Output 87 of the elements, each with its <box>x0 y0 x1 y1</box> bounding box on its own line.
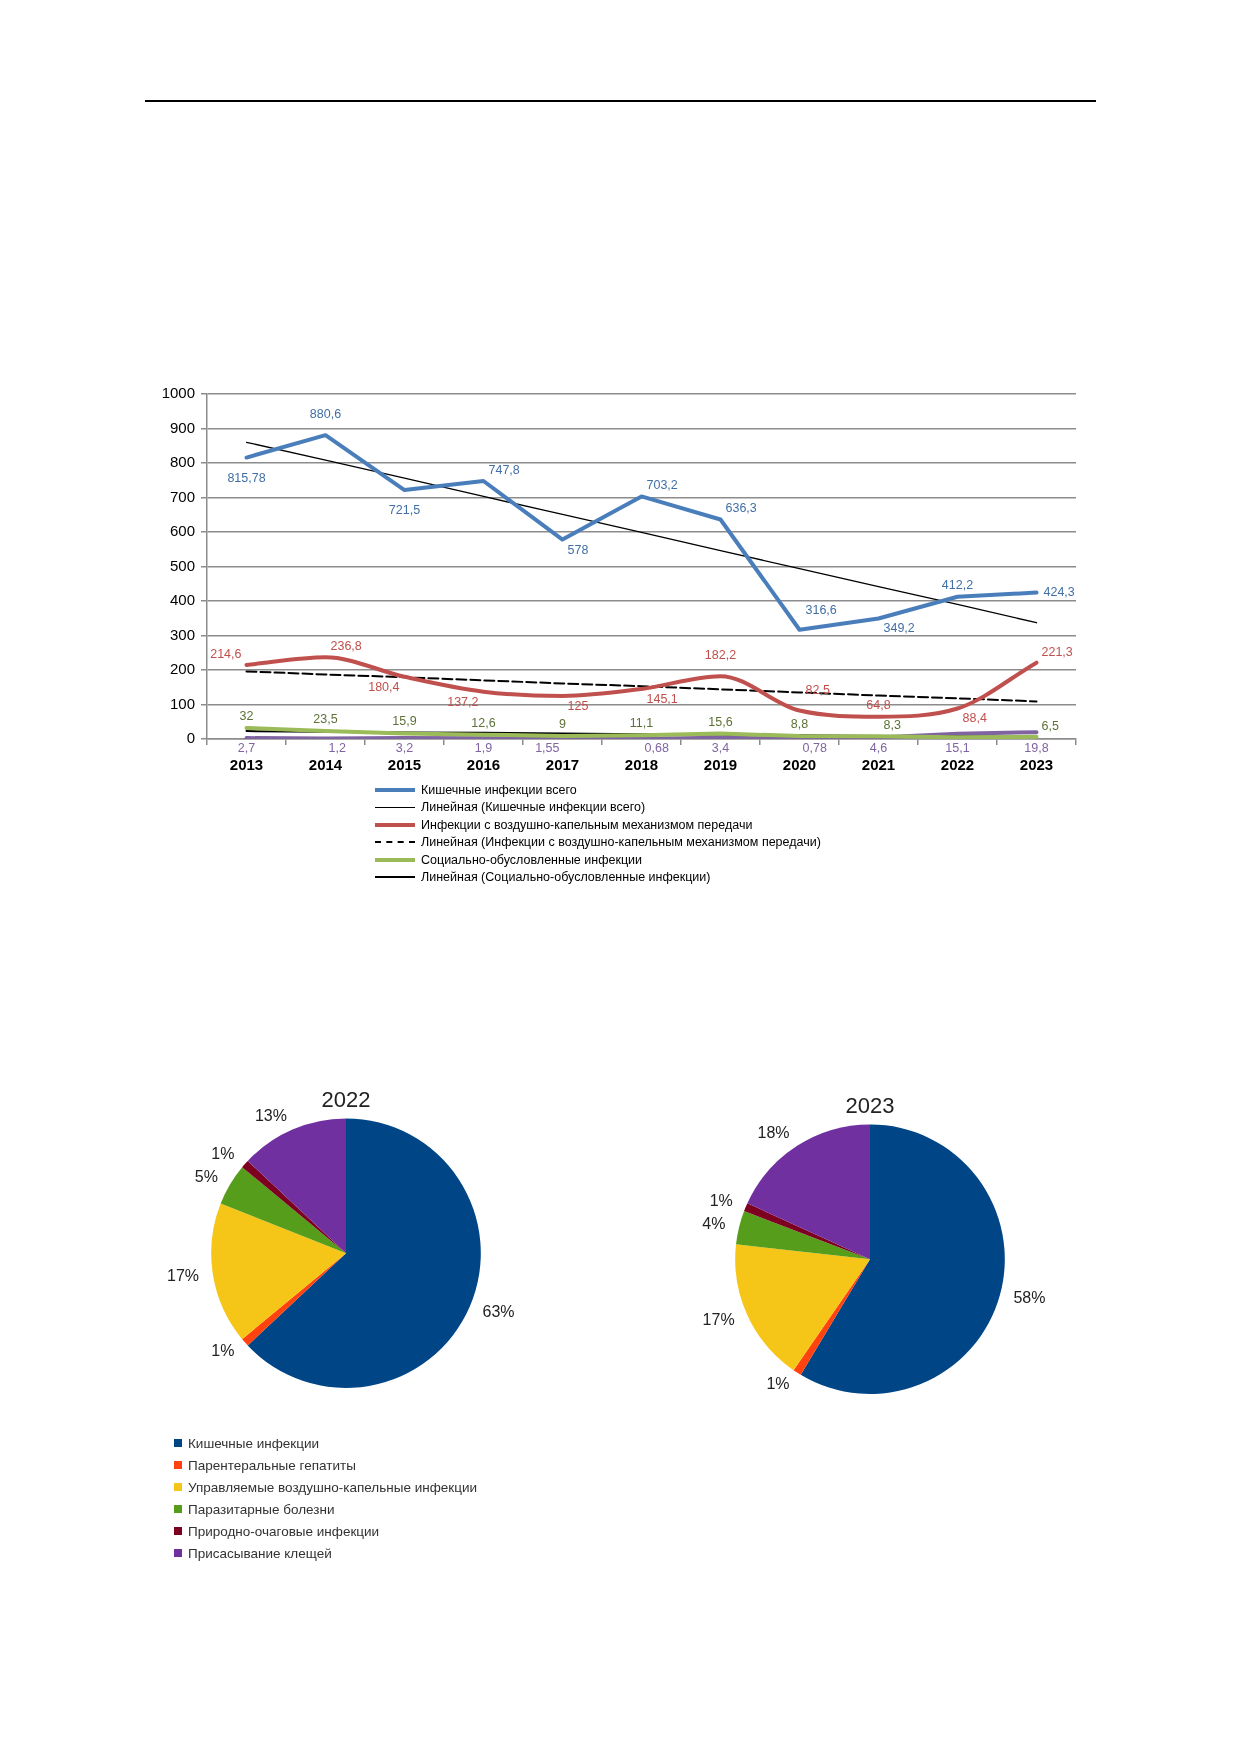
data-label: 3,4 <box>711 740 730 755</box>
data-label: 19,8 <box>1024 740 1049 755</box>
x-tick-label: 2013 <box>229 756 264 774</box>
data-label: 1,2 <box>328 740 346 755</box>
data-label: 221,3 <box>1041 644 1073 659</box>
legend-label: Линейная (Социально-обусловленные инфекции) <box>421 870 711 885</box>
data-label: 63% <box>482 1302 515 1320</box>
x-tick-label: 2018 <box>624 756 659 774</box>
data-label: 703,2 <box>646 478 678 493</box>
data-label: 88,4 <box>962 711 987 726</box>
x-tick-label: 2015 <box>387 756 422 774</box>
data-label: 4,6 <box>869 740 888 755</box>
data-label: 58% <box>1013 1289 1046 1307</box>
y-tick-label: 400 <box>169 591 195 609</box>
legend-label: Природно-очаговые инфекции <box>188 1523 380 1539</box>
data-label: 1% <box>709 1192 733 1210</box>
data-label: 12,6 <box>471 715 496 730</box>
x-tick-label: 2020 <box>782 756 817 774</box>
data-label: 18% <box>757 1124 790 1142</box>
y-tick-label: 100 <box>169 694 195 712</box>
x-tick-label: 2014 <box>308 756 343 774</box>
data-label: 8,8 <box>790 716 809 731</box>
data-label: 1% <box>766 1374 790 1392</box>
y-tick-label: 600 <box>169 522 195 540</box>
y-tick-label: 200 <box>169 660 195 678</box>
data-label: 412,2 <box>941 577 974 592</box>
data-label: 815,78 <box>227 470 266 485</box>
data-label: 636,3 <box>725 501 757 516</box>
data-label: 8,3 <box>883 718 901 733</box>
x-tick-label: 2016 <box>466 756 501 774</box>
x-tick-label: 2021 <box>861 756 896 774</box>
legend-label: Кишечные инфекции всего <box>421 782 577 797</box>
data-label: 214,6 <box>210 646 242 661</box>
data-label: 4% <box>702 1214 726 1232</box>
data-label: 1,55 <box>535 740 560 755</box>
x-tick-label: 2023 <box>1019 756 1054 774</box>
data-label: 3,2 <box>395 740 414 755</box>
data-label: 17% <box>702 1311 735 1329</box>
data-label: 747,8 <box>488 462 520 477</box>
slice-label: 2023 <box>845 1093 895 1119</box>
y-tick-label: 1000 <box>161 384 195 402</box>
legend-label: Линейная (Инфекции с воздушно-капельным механизмом передачи) <box>421 835 821 850</box>
data-label: 11,1 <box>629 716 654 731</box>
data-label: 721,5 <box>388 503 421 518</box>
data-label: 15,6 <box>708 714 733 729</box>
data-label: 182,2 <box>704 648 737 663</box>
y-tick-label: 0 <box>186 729 195 747</box>
legend-label: Парентеральные гепатиты <box>188 1457 356 1473</box>
legend-label: Линейная (Кишечные инфекции всего) <box>421 800 646 815</box>
y-tick-label: 500 <box>169 556 195 574</box>
data-label: 349,2 <box>883 621 915 636</box>
legend-label: Управляемые воздушно-капельные инфекции <box>188 1479 478 1495</box>
data-label: 236,8 <box>330 639 362 654</box>
legend-label: Присасывание клещей <box>188 1545 332 1561</box>
data-label: 23,5 <box>313 711 338 726</box>
x-tick-label: 2019 <box>703 756 738 774</box>
data-label: 180,4 <box>368 679 400 694</box>
data-label: 0,78 <box>802 740 827 755</box>
data-label: 9 <box>559 716 567 731</box>
y-tick-label: 700 <box>169 487 195 505</box>
legend-label: Инфекции с воздушно-капельным механизмом передачи <box>421 817 753 832</box>
data-label: 880,6 <box>309 407 342 422</box>
y-tick-label: 900 <box>169 418 195 436</box>
data-label: 6,5 <box>1041 718 1059 733</box>
data-label: 17% <box>167 1266 200 1284</box>
y-tick-label: 800 <box>169 453 195 471</box>
data-label: 5% <box>194 1167 218 1185</box>
slice-label: 2022 <box>321 1087 371 1113</box>
y-tick-label: 300 <box>169 625 195 643</box>
legend-label: Кишечные инфекции <box>188 1435 320 1451</box>
x-tick-label: 2017 <box>545 756 580 774</box>
data-label: 0,68 <box>644 740 669 755</box>
data-label: 145,1 <box>646 691 678 706</box>
x-tick-label: 2022 <box>940 756 975 774</box>
data-label: 1% <box>211 1145 235 1163</box>
data-label: 15,9 <box>392 714 417 729</box>
legend-label: Паразитарные болезни <box>188 1501 335 1517</box>
data-label: 578 <box>567 542 589 557</box>
data-label: 2,7 <box>237 740 256 755</box>
data-label: 424,3 <box>1043 585 1075 600</box>
data-label: 32 <box>239 708 254 723</box>
data-label: 1% <box>211 1342 235 1360</box>
data-label: 1,9 <box>474 740 493 755</box>
data-label: 13% <box>254 1107 287 1125</box>
legend-label: Социально-обусловленные инфекции <box>421 852 643 867</box>
data-label: 316,6 <box>805 602 837 617</box>
data-label: 15,1 <box>945 740 970 755</box>
